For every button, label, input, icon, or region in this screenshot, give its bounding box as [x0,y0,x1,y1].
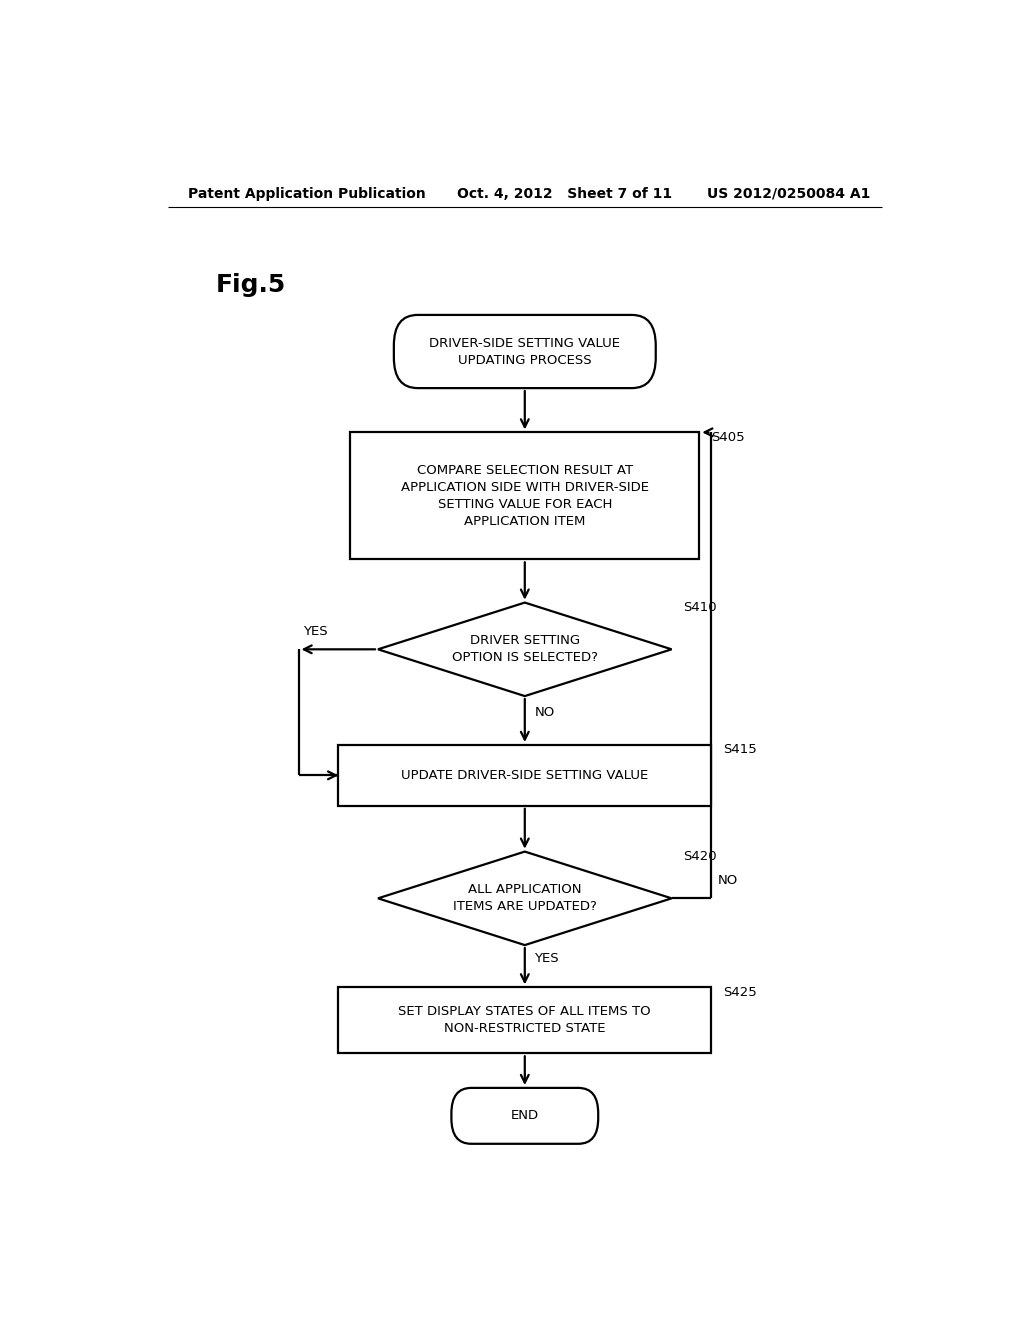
Text: Fig.5: Fig.5 [215,273,286,297]
Text: S415: S415 [723,743,757,756]
Text: COMPARE SELECTION RESULT AT
APPLICATION SIDE WITH DRIVER-SIDE
SETTING VALUE FOR : COMPARE SELECTION RESULT AT APPLICATION … [400,463,649,528]
Polygon shape [378,851,672,945]
Text: YES: YES [303,624,328,638]
Text: ALL APPLICATION
ITEMS ARE UPDATED?: ALL APPLICATION ITEMS ARE UPDATED? [453,883,597,913]
Text: DRIVER-SIDE SETTING VALUE
UPDATING PROCESS: DRIVER-SIDE SETTING VALUE UPDATING PROCE… [429,337,621,367]
FancyBboxPatch shape [452,1088,598,1144]
Text: YES: YES [535,952,559,965]
Text: Patent Application Publication: Patent Application Publication [187,187,425,201]
Text: DRIVER SETTING
OPTION IS SELECTED?: DRIVER SETTING OPTION IS SELECTED? [452,635,598,664]
Text: END: END [511,1109,539,1122]
Text: NO: NO [718,874,738,887]
Text: SET DISPLAY STATES OF ALL ITEMS TO
NON-RESTRICTED STATE: SET DISPLAY STATES OF ALL ITEMS TO NON-R… [398,1006,651,1035]
Polygon shape [378,602,672,696]
Text: Oct. 4, 2012   Sheet 7 of 11: Oct. 4, 2012 Sheet 7 of 11 [458,187,673,201]
FancyBboxPatch shape [394,315,655,388]
Text: UPDATE DRIVER-SIDE SETTING VALUE: UPDATE DRIVER-SIDE SETTING VALUE [401,768,648,781]
Bar [338,987,712,1053]
Text: US 2012/0250084 A1: US 2012/0250084 A1 [708,187,870,201]
Text: S410: S410 [684,601,717,614]
Text: S425: S425 [723,986,757,999]
Text: NO: NO [535,706,555,719]
Text: S405: S405 [712,430,744,444]
Bar [338,744,712,805]
Bar [350,433,699,560]
Text: S420: S420 [684,850,717,863]
